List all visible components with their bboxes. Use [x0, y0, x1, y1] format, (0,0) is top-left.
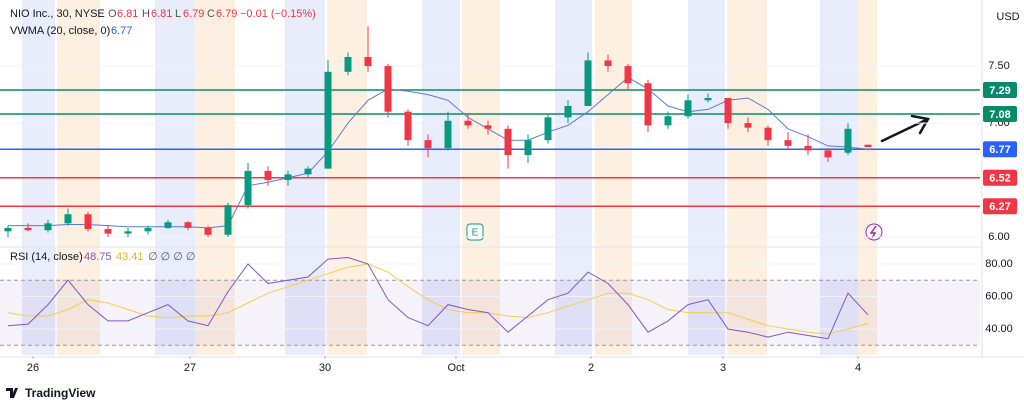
change: −0.01 (−0.15%): [240, 8, 316, 20]
candle-body: [424, 140, 432, 149]
symbol: NIO Inc., 30, NYSE: [10, 8, 105, 20]
candle-body: [824, 150, 832, 158]
x-tick-label: 27: [184, 362, 196, 374]
vwma-legend: VWMA (20, close, 0): [10, 25, 110, 37]
level-label: 6.52: [989, 173, 1010, 185]
candle-body: [744, 123, 752, 128]
x-tick-label: 3: [720, 362, 726, 374]
level-label-box: [983, 169, 1017, 186]
x-tick-label: 4: [855, 362, 861, 374]
rsi-legend: RSI (14, close): [10, 251, 83, 263]
candle-body: [764, 127, 772, 141]
high-value: 6.81: [151, 8, 172, 20]
brand: TradingView: [6, 386, 96, 400]
x-tick-label: Oct: [447, 362, 464, 374]
candle-body: [44, 223, 52, 231]
candle-body: [644, 83, 652, 126]
open-label: O: [108, 8, 117, 20]
trend-arrow: [880, 114, 930, 143]
candle-body: [804, 145, 812, 151]
candle-body: [584, 60, 592, 106]
candle-body: [604, 60, 612, 67]
candle-body: [4, 227, 12, 232]
level-label-box: [983, 82, 1017, 99]
level-label-box: [983, 105, 1017, 122]
candle-body: [724, 98, 732, 124]
candle-body: [84, 214, 92, 230]
candle-body: [224, 205, 232, 235]
event-badge: [865, 223, 883, 241]
rsi-tick-label: 40.00: [985, 323, 1013, 335]
candle-body: [684, 100, 692, 117]
candle-body: [484, 125, 492, 129]
candle-body: [364, 56, 372, 67]
candle-body: [504, 128, 512, 155]
candle-body: [24, 227, 32, 231]
candle-body: [664, 116, 672, 126]
y-tick-label: 7.00: [988, 117, 1009, 129]
rsi-ma-line: [7, 263, 869, 335]
x-tick-label: 2: [588, 362, 594, 374]
candle-body: [844, 128, 852, 153]
rsi-legend-extra: ∅ ∅ ∅ ∅: [148, 251, 196, 263]
candle-body: [864, 144, 872, 147]
open-value: 6.81: [117, 8, 138, 20]
level-label-box: [983, 198, 1017, 215]
brand-logo: [6, 388, 18, 398]
rsi-tick-label: 60.00: [985, 290, 1013, 302]
low-value: 6.79: [183, 8, 204, 20]
level-label: 6.77: [989, 144, 1010, 156]
level-label: 7.29: [989, 85, 1010, 97]
high-label: H: [142, 8, 150, 20]
rsi-tick-label: 80.00: [985, 258, 1013, 270]
level-label: 6.27: [989, 201, 1010, 213]
rsi-line: [7, 256, 869, 340]
header: NIO Inc., 30, NYSE O 6.81 H 6.81 L 6.79 …: [10, 8, 316, 263]
earnings-marker[interactable]: E: [466, 223, 484, 241]
candle-body: [464, 120, 472, 126]
candle-body: [564, 105, 572, 118]
candle-body: [304, 168, 312, 175]
candle-body: [164, 222, 172, 228]
candle-body: [244, 170, 252, 206]
rsi-legend-value: 48.75: [84, 251, 112, 263]
earnings-badge: [466, 223, 484, 241]
event-marker[interactable]: [865, 223, 883, 241]
candle-body: [444, 120, 452, 149]
level-label: 7.08: [989, 109, 1010, 121]
candle-body: [124, 231, 132, 234]
candle-body: [524, 140, 532, 155]
candle-body: [64, 214, 72, 224]
candle-body: [264, 170, 272, 181]
earnings-label: E: [472, 228, 479, 239]
vwma-legend-value: 6.77: [111, 25, 132, 37]
candle-body: [284, 174, 292, 181]
level-label-box: [983, 141, 1017, 158]
candle-body: [784, 140, 792, 146]
x-tick-label: 30: [319, 362, 331, 374]
x-tick-label: 26: [27, 362, 39, 374]
candle-body: [544, 117, 552, 141]
low-label: L: [175, 8, 181, 20]
candle-body: [404, 111, 412, 141]
candle-body: [144, 227, 152, 232]
candle-body: [384, 66, 392, 112]
rsi-ma-legend-value: 43.41: [116, 251, 144, 263]
y-tick-label: 7.50: [988, 60, 1009, 72]
candle-body: [204, 227, 212, 235]
close-value: 6.79: [216, 8, 237, 20]
candle-body: [184, 222, 192, 228]
candle-body: [324, 71, 332, 169]
close-label: C: [207, 8, 215, 20]
event-icon: [869, 225, 877, 239]
candle-body: [704, 98, 712, 101]
brand-name: TradingView: [25, 386, 96, 400]
candle-body: [344, 56, 352, 72]
y-tick-label: 6.00: [988, 231, 1009, 243]
candle-body: [624, 66, 632, 84]
candle-body: [104, 229, 112, 234]
currency: USD: [996, 11, 1019, 23]
